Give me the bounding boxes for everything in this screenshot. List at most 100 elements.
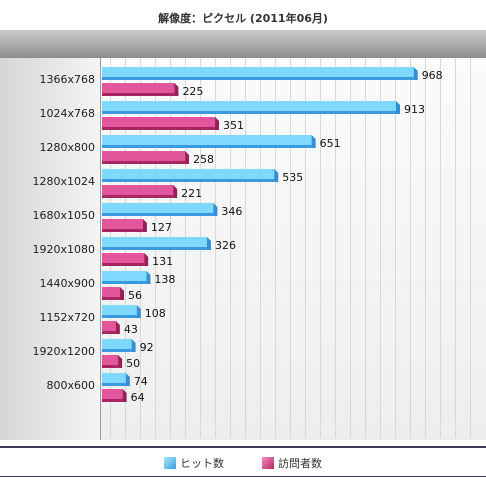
data-label: 108	[145, 307, 166, 320]
bar-bottom	[102, 77, 414, 80]
bar-side	[118, 355, 123, 368]
bar-face	[102, 169, 275, 182]
data-label: 225	[182, 85, 203, 98]
bar-bottom	[102, 281, 147, 284]
bar-visitors: 221	[102, 185, 202, 200]
bar-bottom	[102, 315, 137, 318]
bar-side	[173, 185, 178, 198]
data-label: 50	[126, 357, 140, 370]
bar-bottom	[102, 127, 216, 130]
bar-face	[102, 237, 207, 250]
category-label: 1920x1200	[33, 345, 96, 358]
bar-side	[131, 339, 136, 352]
bar-face	[102, 151, 186, 164]
bar-hits: 74	[102, 373, 148, 388]
category-label: 1920x1080	[33, 243, 96, 256]
data-label: 351	[223, 119, 244, 132]
bar-face	[102, 253, 145, 266]
bar-bottom	[102, 111, 396, 114]
bar-visitors: 127	[102, 219, 172, 234]
category-labels: 1366x768 1024x768 1280x800 1280x1024 1680x10…	[33, 73, 96, 392]
bar-side	[120, 287, 125, 300]
category-label: 1440x900	[40, 277, 96, 290]
bar-face	[102, 321, 116, 334]
bar-bottom	[102, 247, 207, 250]
bar-side	[395, 101, 400, 114]
bar-bottom	[102, 399, 123, 402]
bar-visitors: 64	[102, 389, 145, 404]
bar-face	[102, 203, 214, 216]
bottom-rule	[0, 446, 486, 448]
bar-face	[102, 185, 174, 198]
data-label: 258	[193, 153, 214, 166]
bar-hits: 138	[102, 271, 175, 286]
bar-face	[102, 67, 414, 80]
bar-hits: 346	[102, 203, 242, 218]
chart-title: 解像度：ピクセル (2011年06月)	[158, 12, 328, 25]
bar-side	[413, 67, 418, 80]
data-label: 138	[154, 273, 175, 286]
bar-side	[142, 219, 147, 232]
bar-face	[102, 117, 216, 130]
bar-bottom	[102, 161, 186, 164]
bar-side	[146, 271, 151, 284]
bar-side	[144, 253, 149, 266]
category-label: 1024x768	[40, 107, 96, 120]
bar-visitors: 131	[102, 253, 173, 268]
bar-visitors: 50	[102, 355, 140, 370]
bar-face	[102, 271, 147, 284]
bar-face	[102, 83, 175, 96]
bar-face	[102, 339, 132, 352]
bar-hits: 651	[102, 135, 341, 150]
bar-face	[102, 219, 143, 232]
legend-label-hits: ヒット数	[180, 457, 224, 470]
header-bar	[0, 30, 486, 58]
legend-rule	[0, 476, 486, 477]
legend-label-visitors: 訪問者数	[278, 457, 322, 470]
bar-face	[102, 287, 121, 300]
bar-bottom	[102, 93, 175, 96]
bar-bottom	[102, 145, 312, 148]
bar-face	[102, 373, 126, 386]
data-label: 221	[181, 187, 202, 200]
bar-bottom	[102, 229, 143, 232]
bars-group: 968 225 913 351 651 258 535 221 346 127 326 131 138 5…	[102, 67, 443, 404]
bar-side	[213, 203, 218, 216]
bar-visitors: 225	[102, 83, 203, 98]
bar-side	[274, 169, 279, 182]
bar-side	[174, 83, 179, 96]
bar-hits: 968	[102, 67, 443, 82]
category-label: 1366x768	[40, 73, 96, 86]
bar-visitors: 56	[102, 287, 142, 302]
bar-side	[185, 151, 190, 164]
data-label: 43	[124, 323, 138, 336]
bar-face	[102, 389, 123, 402]
data-label: 74	[134, 375, 148, 388]
bar-face	[102, 305, 137, 318]
bar-side	[215, 117, 220, 130]
data-label: 131	[152, 255, 173, 268]
legend-item-visitors: 訪問者数	[262, 455, 322, 471]
data-label: 326	[215, 239, 236, 252]
data-label: 56	[128, 289, 142, 302]
data-label: 64	[131, 391, 145, 404]
category-label: 1280x800	[40, 141, 96, 154]
bar-bottom	[102, 179, 275, 182]
bar-bottom	[102, 365, 119, 368]
bar-bottom	[102, 263, 145, 266]
data-label: 535	[282, 171, 303, 184]
bar-bottom	[102, 297, 121, 300]
data-label: 913	[404, 103, 425, 116]
legend: ヒット数 訪問者数	[0, 452, 486, 474]
bar-side	[122, 389, 127, 402]
bar-chart: 968 225 913 351 651 258 535 221 346 127 326 131 138 5…	[0, 58, 486, 440]
bar-hits: 535	[102, 169, 303, 184]
bar-side	[125, 373, 130, 386]
bar-face	[102, 355, 119, 368]
bar-bottom	[102, 349, 132, 352]
bar-visitors: 351	[102, 117, 244, 132]
legend-swatch-hits	[164, 457, 176, 469]
bar-hits: 108	[102, 305, 166, 320]
bar-bottom	[102, 213, 214, 216]
category-label: 800x600	[46, 379, 95, 392]
